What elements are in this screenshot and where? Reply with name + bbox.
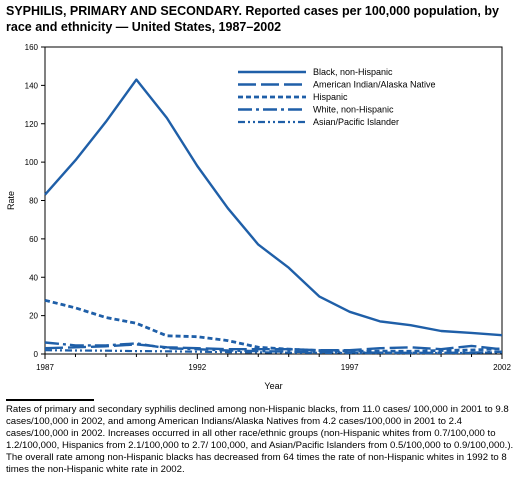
series-line-2 bbox=[44, 298, 503, 353]
x-tick-label: 1997 bbox=[341, 363, 359, 372]
y-tick-label: 60 bbox=[29, 235, 38, 244]
series-line-4 bbox=[44, 349, 503, 355]
x-tick-label: 2002 bbox=[493, 363, 511, 372]
x-tick-label: 1987 bbox=[36, 363, 54, 372]
chart-title: SYPHILIS, PRIMARY AND SECONDARY. Reporte… bbox=[6, 3, 518, 35]
title-rest: Reported cases per 100,000 population, b… bbox=[6, 4, 499, 34]
y-tick-label: 40 bbox=[29, 273, 38, 282]
y-tick-label: 0 bbox=[34, 350, 39, 359]
y-tick-label: 140 bbox=[25, 81, 39, 90]
legend-label-1: American Indian/Alaska Native bbox=[313, 80, 436, 90]
y-tick-label: 120 bbox=[25, 120, 39, 129]
legend: Black, non-Hispanic American Indian/Alask… bbox=[238, 67, 436, 127]
title-bold: SYPHILIS, PRIMARY AND SECONDARY. bbox=[6, 4, 242, 18]
x-axis-label: Year bbox=[264, 381, 282, 391]
x-tick-label: 1992 bbox=[188, 363, 206, 372]
y-axis-label: Rate bbox=[6, 191, 16, 210]
y-tick-label: 80 bbox=[29, 197, 38, 206]
y-tick-label: 160 bbox=[25, 43, 39, 52]
chart-caption: Rates of primary and secondary syphilis … bbox=[6, 404, 514, 475]
y-tick-label: 100 bbox=[25, 158, 39, 167]
caption-divider bbox=[6, 399, 94, 401]
series-lines bbox=[44, 78, 503, 355]
legend-label-2: Hispanic bbox=[313, 92, 348, 102]
legend-label-4: Asian/Pacific Islander bbox=[313, 117, 399, 127]
legend-label-3: White, non-Hispanic bbox=[313, 105, 394, 115]
axes: 0 20 40 60 80 100 120 140 160 1987 1992 1997 2002 Yea… bbox=[6, 43, 511, 391]
line-chart: 0 20 40 60 80 100 120 140 160 1987 1992 1997 2002 Yea… bbox=[6, 43, 511, 391]
legend-label-0: Black, non-Hispanic bbox=[313, 67, 393, 77]
series-line-0 bbox=[44, 78, 503, 337]
y-tick-label: 20 bbox=[29, 312, 38, 321]
plot-frame bbox=[44, 46, 503, 355]
